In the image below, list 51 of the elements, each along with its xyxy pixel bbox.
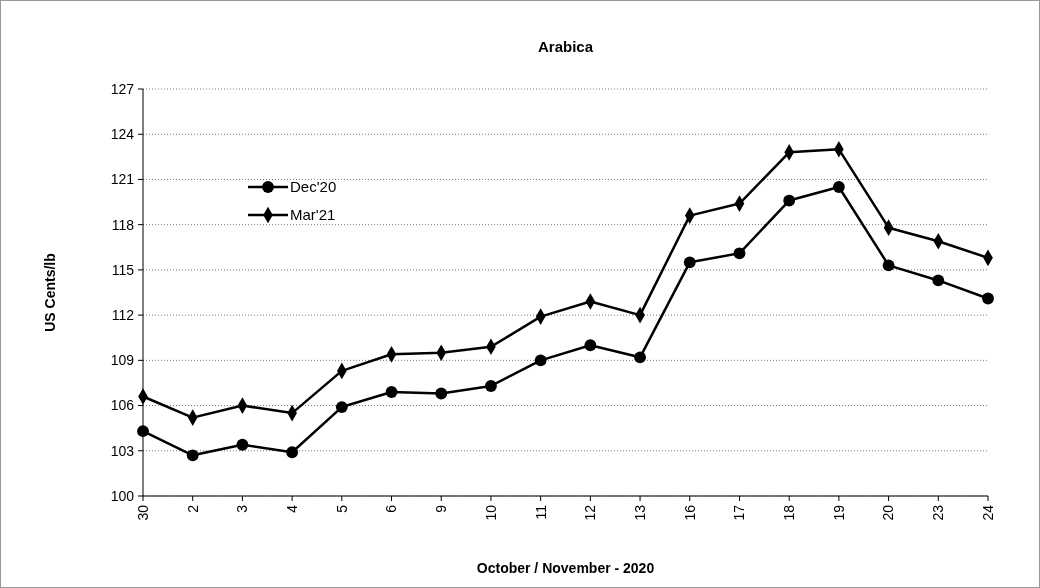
y-tick-label: 121: [110, 171, 135, 188]
x-tick-label: 10: [482, 504, 499, 521]
point: [733, 247, 746, 260]
x-tick-label: 30: [134, 504, 151, 521]
point: [584, 339, 597, 352]
x-tick-label: 16: [681, 504, 698, 521]
y-tick-label: 106: [110, 397, 135, 414]
legend-label: Mar'21: [290, 206, 336, 224]
chart-title: Arabica: [537, 38, 594, 55]
point: [932, 274, 945, 287]
point: [485, 380, 497, 392]
point: [435, 387, 448, 400]
point: [832, 181, 845, 193]
x-tick-label: 18: [781, 504, 798, 521]
x-tick-label: 19: [830, 504, 847, 521]
point: [634, 351, 646, 364]
point: [236, 438, 249, 451]
x-tick-label: 2: [184, 504, 201, 513]
x-tick-label: 20: [880, 504, 897, 521]
y-axis-title: US Cents/lb: [42, 253, 58, 332]
x-tick-label: 6: [383, 504, 400, 513]
x-tick-label: 12: [582, 504, 599, 521]
point: [982, 292, 994, 305]
x-tick-label: 5: [333, 504, 350, 513]
y-tick-label: 100: [110, 487, 135, 504]
point: [137, 425, 149, 438]
x-tick-label: 17: [731, 504, 748, 521]
point: [335, 401, 348, 413]
point: [186, 449, 199, 462]
point: [385, 386, 398, 398]
x-tick-label: 24: [979, 504, 996, 521]
point: [882, 259, 895, 272]
y-tick-label: 112: [111, 307, 135, 324]
point: [286, 446, 299, 459]
point: [683, 256, 696, 269]
x-tick-label: 3: [234, 504, 251, 513]
point: [534, 354, 547, 367]
y-tick-label: 109: [110, 352, 135, 369]
y-tick-label: 118: [111, 216, 135, 233]
x-tick-label: 9: [433, 504, 450, 513]
legend-label: Dec'20: [290, 178, 337, 196]
x-tick-label: 13: [631, 504, 648, 521]
y-tick-label: 124: [110, 126, 135, 143]
x-tick-label: 4: [284, 504, 301, 513]
y-tick-label: 115: [111, 261, 135, 278]
x-tick-label: 23: [930, 504, 947, 521]
y-tick-label: 103: [110, 442, 135, 459]
point: [783, 194, 796, 207]
x-axis-title: October / November - 2020: [476, 560, 655, 576]
x-tick-label: 11: [532, 504, 549, 520]
y-tick-label: 127: [110, 80, 135, 97]
